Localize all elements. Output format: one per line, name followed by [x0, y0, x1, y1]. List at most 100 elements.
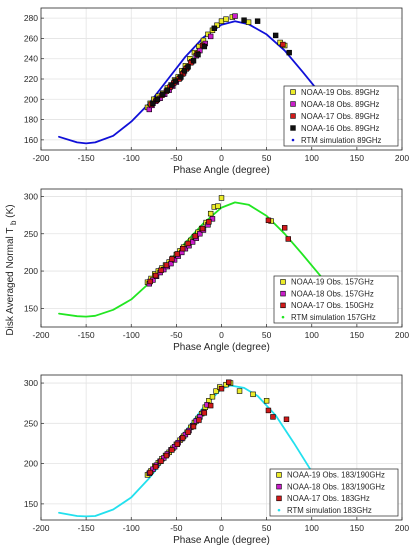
- data-point: [263, 398, 270, 404]
- data-point: [195, 51, 201, 58]
- data-point: [163, 262, 170, 268]
- series-3: [147, 217, 291, 285]
- y-tick-label: 200: [24, 94, 38, 104]
- x-tick-label: 150: [350, 153, 364, 163]
- data-point: [163, 452, 170, 459]
- legend-label: NOAA-18 Obs. 89GHz: [301, 100, 380, 109]
- data-point: [185, 64, 191, 70]
- data-point: [179, 435, 186, 441]
- legend-marker: [290, 113, 296, 119]
- data-point: [236, 388, 243, 394]
- y-axis-label-subscript: b: [9, 220, 18, 225]
- data-point: [207, 210, 214, 217]
- data-point: [174, 251, 180, 257]
- legend-marker: [276, 495, 282, 502]
- legend-label: NOAA-16 Obs. 89GHz: [301, 124, 380, 133]
- data-point: [286, 49, 292, 56]
- data-point: [270, 414, 276, 420]
- data-point: [178, 74, 184, 80]
- y-tick-label: 200: [24, 459, 38, 469]
- chart-panel-1: -200 -150 -100 -50 0 50 100 150 200 160 180 200 220 2…: [24, 7, 409, 176]
- data-point: [179, 245, 186, 252]
- x-tick-label: -50: [170, 330, 183, 340]
- data-point: [150, 100, 156, 107]
- legend-marker: [280, 290, 286, 297]
- data-point: [272, 32, 279, 39]
- x-tick-label: 200: [395, 153, 409, 163]
- legend-box: [269, 468, 399, 517]
- x-tick-label: -100: [123, 153, 140, 163]
- legend-box: [273, 275, 399, 324]
- y-tick-label: 260: [24, 33, 38, 43]
- data-point: [158, 267, 164, 274]
- y-axis-label-main: Disk Averaged Normal T: [5, 225, 16, 336]
- series-4: [150, 17, 292, 107]
- legend-label: NOAA-18 Obs. 183/190GHz: [287, 482, 385, 491]
- x-tick-label: -150: [78, 523, 95, 533]
- y-tick-label: 280: [24, 13, 38, 23]
- x-tick-label: 100: [305, 330, 319, 340]
- x-tick-label: 150: [350, 523, 364, 533]
- legend-label: NOAA-17 Obs. 89GHz: [301, 112, 380, 121]
- legend-label: NOAA-18 Obs. 157GHz: [291, 289, 374, 298]
- data-point: [232, 13, 238, 19]
- x-axis-label: Phase Angle (degree): [173, 342, 270, 353]
- y-axis-label-unit: (K): [5, 204, 16, 220]
- data-point: [190, 58, 197, 64]
- data-point: [206, 219, 212, 225]
- data-point: [169, 447, 175, 453]
- legend-label: NOAA-19 Obs. 89GHz: [301, 88, 380, 97]
- x-tick-label: -50: [170, 153, 183, 163]
- y-axis-label: Disk Averaged Normal T b (K): [5, 204, 18, 335]
- data-point: [218, 195, 225, 201]
- x-tick-label: 50: [262, 153, 272, 163]
- data-point: [241, 17, 247, 23]
- legend-marker: [277, 508, 281, 512]
- x-tick-label: 50: [262, 523, 272, 533]
- x-tick-label: 0: [219, 330, 224, 340]
- data-point: [281, 225, 288, 231]
- y-tick-label: 300: [24, 191, 38, 201]
- legend-box: [283, 85, 399, 147]
- series-3: [147, 379, 290, 476]
- x-tick-label: -150: [78, 330, 95, 340]
- x-tick-label: -200: [32, 330, 49, 340]
- legend-label: NOAA-19 Obs. 157GHz: [291, 278, 374, 287]
- legend-marker: [280, 279, 286, 285]
- chart-panel-3: -200 -150 -100 -50 0 50 100 150 200 150 200 250 300 P…: [24, 374, 409, 546]
- y-tick-label: 160: [24, 135, 38, 145]
- data-point: [245, 19, 252, 25]
- data-point: [207, 33, 214, 40]
- data-point: [185, 429, 191, 435]
- data-point: [265, 217, 272, 224]
- data-point: [185, 240, 191, 247]
- data-point: [152, 272, 159, 279]
- chart-panel-2: -200 -150 -100 -50 0 50 100 150 200 150 200 250 300 P…: [24, 188, 409, 353]
- legend-marker: [281, 315, 285, 319]
- data-point: [209, 216, 216, 222]
- y-tick-label: 250: [24, 229, 38, 239]
- legend-marker: [290, 89, 296, 95]
- legend-marker: [290, 101, 296, 107]
- x-tick-label: 200: [395, 330, 409, 340]
- legend: NOAA-19 Obs. 157GHz NOAA-18 Obs. 157GHz NO…: [273, 275, 399, 324]
- y-tick-label: 220: [24, 74, 38, 84]
- data-point: [265, 407, 272, 414]
- data-point: [174, 441, 180, 447]
- y-tick-label: 150: [24, 303, 38, 313]
- data-point: [196, 417, 202, 423]
- data-point: [158, 458, 164, 464]
- legend-marker: [280, 302, 286, 309]
- x-tick-label: 0: [219, 153, 224, 163]
- x-tick-label: 100: [305, 153, 319, 163]
- data-point: [152, 464, 159, 470]
- legend: NOAA-19 Obs. 183/190GHz NOAA-18 Obs. 183/…: [269, 468, 399, 517]
- data-point: [226, 379, 232, 385]
- data-point: [192, 233, 199, 239]
- legend-marker: [290, 125, 296, 131]
- data-point: [147, 469, 153, 476]
- data-point: [280, 41, 286, 48]
- legend: NOAA-19 Obs. 89GHz NOAA-18 Obs. 89GHz NOAA…: [283, 85, 399, 147]
- x-axis-label: Phase Angle (degree): [173, 535, 270, 546]
